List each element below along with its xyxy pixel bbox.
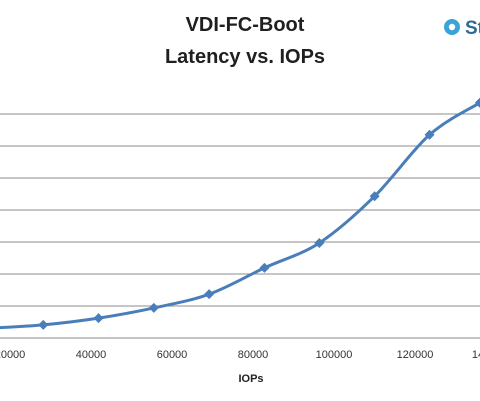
x-tick-label: 40000 <box>76 349 107 361</box>
data-point-marker <box>38 319 49 330</box>
x-axis-label: IOPs <box>238 373 263 385</box>
data-point-marker <box>314 237 325 248</box>
logo-icon-inner <box>448 23 456 31</box>
brand-text: St <box>465 18 480 39</box>
data-point-marker <box>424 129 435 140</box>
x-tick-label: 80000 <box>238 349 269 361</box>
data-point-marker <box>259 262 270 273</box>
x-tick-label: 60000 <box>157 349 188 361</box>
x-tick-labels: 20000 40000 60000 80000 100000 120000 14 <box>0 349 480 361</box>
x-tick-label: 120000 <box>397 349 434 361</box>
x-tick-label: 20000 <box>0 349 25 361</box>
x-tick-label: 14 <box>472 349 480 361</box>
brand-logo: St <box>444 18 480 39</box>
series-line <box>0 101 480 330</box>
data-point-marker <box>204 289 215 300</box>
gridlines <box>0 113 480 307</box>
data-point-marker <box>148 302 159 313</box>
chart-title-line-2: Latency vs. IOPs <box>165 46 325 68</box>
data-point-marker <box>474 97 480 108</box>
chart-title-line-1: VDI-FC-Boot <box>186 14 305 36</box>
series-markers <box>38 97 480 330</box>
data-point-marker <box>369 191 380 202</box>
data-point-marker <box>93 313 104 324</box>
x-tick-label: 100000 <box>316 349 353 361</box>
